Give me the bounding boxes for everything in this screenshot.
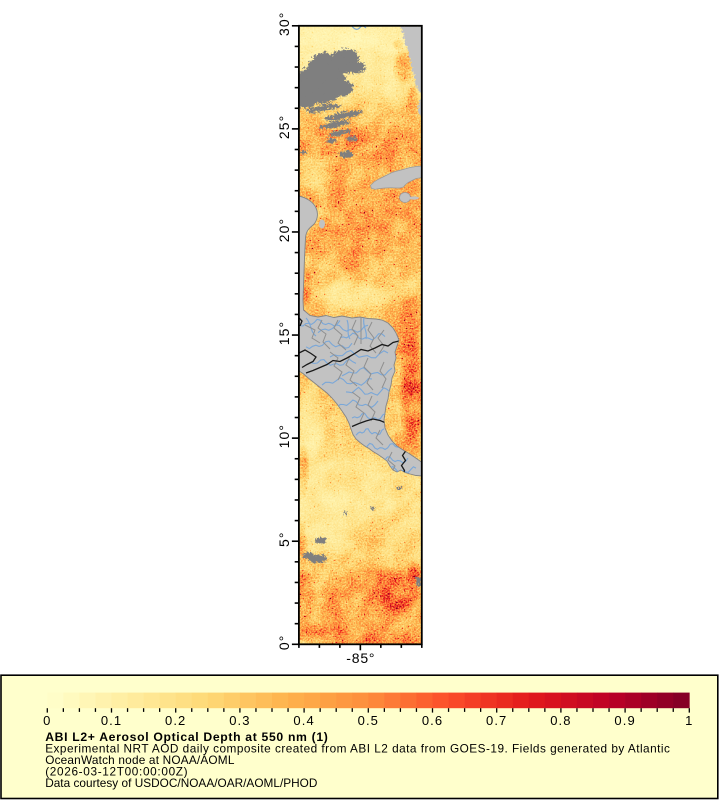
svg-text:0: 0	[43, 713, 51, 728]
svg-text:0.3: 0.3	[229, 713, 250, 728]
svg-text:0.2: 0.2	[165, 713, 186, 728]
svg-text:20°: 20°	[276, 218, 292, 242]
svg-text:1: 1	[685, 713, 693, 728]
svg-text:ABI L2+ Aerosol Optical Depth: ABI L2+ Aerosol Optical Depth at 550 nm …	[45, 730, 328, 744]
svg-text:0.7: 0.7	[486, 713, 507, 728]
svg-text:25°: 25°	[276, 115, 292, 139]
svg-text:OceanWatch node at NOAA/AOML: OceanWatch node at NOAA/AOML	[45, 753, 235, 767]
svg-text:30°: 30°	[276, 12, 292, 36]
svg-text:0.5: 0.5	[358, 713, 379, 728]
svg-text:Data courtesy of USDOC/NOAA/OA: Data courtesy of USDOC/NOAA/OAR/AOML/PHO…	[45, 776, 317, 790]
svg-text:-85°: -85°	[346, 650, 375, 666]
svg-text:(2026-03-12T00:00:00Z): (2026-03-12T00:00:00Z)	[45, 764, 188, 778]
svg-text:0°: 0°	[276, 635, 292, 651]
svg-text:0.1: 0.1	[101, 713, 122, 728]
svg-text:5°: 5°	[276, 531, 292, 547]
svg-text:15°: 15°	[276, 321, 292, 345]
svg-text:0.6: 0.6	[422, 713, 443, 728]
svg-text:10°: 10°	[276, 424, 292, 448]
svg-text:0.4: 0.4	[293, 713, 314, 728]
svg-text:Experimental NRT AOD daily com: Experimental NRT AOD daily composite cre…	[45, 741, 670, 755]
svg-text:0.8: 0.8	[550, 713, 571, 728]
svg-text:0.9: 0.9	[614, 713, 635, 728]
